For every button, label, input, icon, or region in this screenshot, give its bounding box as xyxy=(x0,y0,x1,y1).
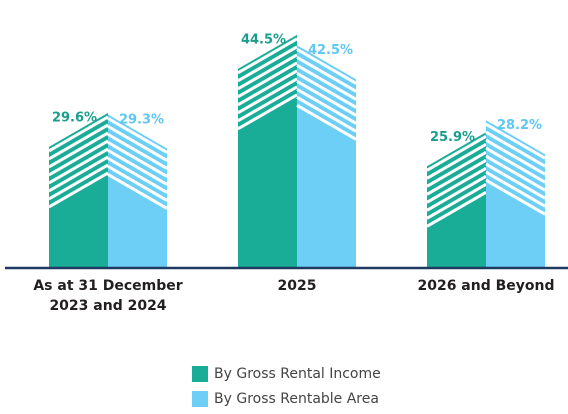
value-label: 25.9% xyxy=(430,130,475,145)
bar xyxy=(238,34,297,268)
bar-stripe xyxy=(237,45,298,83)
bar-stripe xyxy=(48,139,109,177)
bar-stripe xyxy=(485,146,546,184)
bar-stripe xyxy=(107,141,168,178)
bar-stripe xyxy=(107,157,168,194)
bar-stripe xyxy=(237,85,298,123)
bar-stripe xyxy=(485,178,546,216)
bar-stripe xyxy=(48,115,109,153)
bar-stripe xyxy=(48,163,109,201)
bar-stripe xyxy=(426,150,487,188)
legend-item: By Gross Rentable Area xyxy=(192,391,379,407)
value-label: 42.5% xyxy=(308,43,353,58)
bar-stripe xyxy=(107,125,168,162)
bar-stripe xyxy=(237,69,298,107)
bar-stripe xyxy=(296,72,357,109)
bar-stripe xyxy=(426,174,487,212)
bar-stripe xyxy=(296,104,357,141)
bar-stripe xyxy=(485,130,546,168)
bar-stripe xyxy=(485,154,546,192)
bar-stripe xyxy=(296,64,357,101)
bar-stripe xyxy=(107,173,168,210)
bar-stripe xyxy=(485,138,546,176)
bar-stripe xyxy=(426,158,487,196)
bar-stripe xyxy=(296,96,357,133)
bar xyxy=(297,45,356,268)
bar-stripe xyxy=(485,122,546,160)
bar-stripe xyxy=(237,93,298,131)
legend-label: By Gross Rentable Area xyxy=(214,391,379,407)
bar-stripe xyxy=(426,142,487,180)
legend-swatch xyxy=(192,391,208,407)
bar-stripe xyxy=(485,170,546,208)
bar-stripe xyxy=(237,61,298,99)
bar-stripe xyxy=(107,149,168,186)
bar-stripe xyxy=(296,48,357,85)
bar-stripe xyxy=(107,165,168,202)
x-tick-label: 2026 and Beyond xyxy=(417,278,555,294)
legend-label: By Gross Rental Income xyxy=(214,366,381,382)
value-label: 29.6% xyxy=(52,111,97,126)
bar-stripe xyxy=(107,117,168,154)
bar-stripe xyxy=(296,56,357,93)
x-tick-label: 2025 xyxy=(277,278,317,294)
bar-stripe xyxy=(48,171,109,209)
bar-stripe xyxy=(237,77,298,115)
bar-stripe xyxy=(426,134,487,172)
bar-stripe xyxy=(237,37,298,75)
bar-stripe xyxy=(485,162,546,200)
bar-stripe xyxy=(426,182,487,220)
bar-stripe xyxy=(296,88,357,125)
bar-stripe xyxy=(107,133,168,170)
value-label: 28.2% xyxy=(497,118,542,133)
bar-stripe xyxy=(48,147,109,185)
bar-stripe xyxy=(48,155,109,193)
legend-item: By Gross Rental Income xyxy=(192,366,381,382)
value-label: 44.5% xyxy=(241,33,286,48)
bar-stripe xyxy=(237,53,298,91)
bar-stripe xyxy=(426,190,487,228)
bar-stripe xyxy=(426,166,487,204)
bar-stripe xyxy=(296,80,357,117)
value-label: 29.3% xyxy=(119,112,164,127)
bar-stripe xyxy=(48,123,109,161)
x-tick-label: As at 31 December 2023 and 2024 xyxy=(33,278,183,314)
legend-swatch xyxy=(192,366,208,382)
bar-stripe xyxy=(48,131,109,169)
